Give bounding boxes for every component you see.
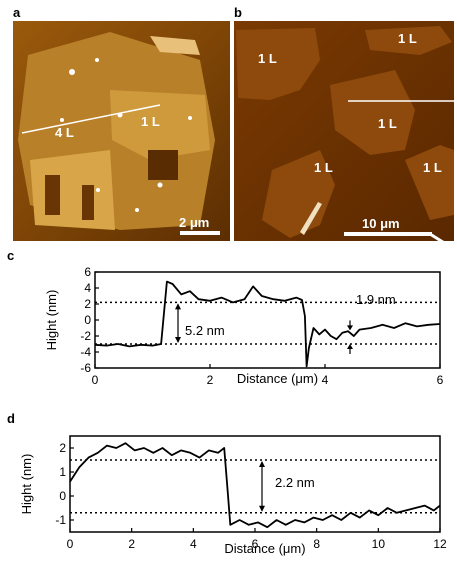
profile-line-a bbox=[21, 104, 161, 134]
x-tick-label: 10 bbox=[372, 537, 386, 551]
bright-fold bbox=[150, 36, 200, 55]
particle bbox=[60, 118, 64, 122]
label-1l: 1 L bbox=[258, 51, 277, 66]
height-annotation: 1.9 nm bbox=[356, 292, 396, 307]
y-tick-label: -1 bbox=[55, 513, 66, 527]
height-annotation: 5.2 nm bbox=[185, 323, 225, 338]
y-axis-label: Hight (nm) bbox=[19, 454, 34, 515]
arrow-head bbox=[347, 325, 353, 331]
panel-b: b 1 L 1 L 1 L 1 L 1 L 10 μm bbox=[234, 5, 454, 246]
y-tick-label: -6 bbox=[80, 361, 91, 375]
flake-1l bbox=[236, 28, 320, 100]
x-tick-label: 4 bbox=[322, 373, 329, 387]
y-tick-label: -4 bbox=[80, 345, 91, 359]
label-1l: 1 L bbox=[423, 160, 442, 175]
flake-1l bbox=[262, 150, 335, 238]
x-tick-label: 0 bbox=[92, 373, 99, 387]
x-tick-label: 2 bbox=[128, 537, 135, 551]
flake-1l bbox=[330, 70, 415, 155]
scale-bar-a bbox=[180, 231, 220, 235]
x-tick-label: 0 bbox=[67, 537, 74, 551]
y-tick-label: -2 bbox=[80, 329, 91, 343]
x-axis-label: Distance (μm) bbox=[237, 371, 318, 386]
scale-label-a: 2 μm bbox=[179, 215, 209, 230]
chart-c: 0 2 4 6 6 4 2 0 -2 -4 -6 Distance (μm) Hight (nm) 5.2… bbox=[44, 265, 444, 387]
panel-letter-b: b bbox=[234, 5, 242, 20]
x-axis-label: Distance (μm) bbox=[224, 541, 305, 556]
scale-label-b: 10 μm bbox=[362, 216, 400, 231]
panel-letter-a: a bbox=[13, 5, 21, 20]
x-tick-label: 12 bbox=[433, 537, 447, 551]
arrow-head bbox=[175, 337, 181, 343]
bright-fold bbox=[300, 202, 322, 235]
label-1l: 1 L bbox=[378, 116, 397, 131]
particle bbox=[135, 208, 139, 212]
particle bbox=[188, 116, 192, 120]
arrow-head bbox=[347, 344, 353, 349]
y-tick-label: 2 bbox=[84, 297, 91, 311]
height-profile-line bbox=[94, 280, 441, 368]
scale-bar-b bbox=[344, 232, 432, 236]
height-profile-line bbox=[69, 442, 441, 529]
label-1l: 1 L bbox=[141, 114, 160, 129]
dark-gap bbox=[82, 185, 94, 220]
panel-letter-c: c bbox=[7, 248, 14, 263]
y-axis-label: Hight (nm) bbox=[44, 290, 59, 351]
arrow-head bbox=[259, 461, 265, 467]
label-1l: 1 L bbox=[398, 31, 417, 46]
y-tick-label: 0 bbox=[84, 313, 91, 327]
particle bbox=[96, 188, 100, 192]
flake-1l-region bbox=[110, 90, 210, 160]
y-tick-label: 2 bbox=[59, 441, 66, 455]
scale-bar-tail bbox=[429, 232, 447, 246]
label-4l: 4 L bbox=[55, 125, 74, 140]
particle bbox=[69, 69, 75, 75]
panel-letter-d: d bbox=[7, 411, 15, 426]
x-tick-label: 4 bbox=[190, 537, 197, 551]
height-annotation: 2.2 nm bbox=[275, 475, 315, 490]
y-tick-label: 4 bbox=[84, 281, 91, 295]
flake-1l bbox=[405, 145, 454, 220]
flake-stripes bbox=[30, 150, 115, 230]
plot-frame bbox=[69, 435, 441, 533]
x-tick-label: 6 bbox=[437, 373, 444, 387]
y-tick-label: 6 bbox=[84, 265, 91, 279]
arrow-head bbox=[259, 505, 265, 512]
plot-frame bbox=[94, 271, 441, 369]
dark-gap bbox=[45, 175, 60, 215]
y-tick-label: 1 bbox=[59, 465, 66, 479]
panel-a: a 4 L 1 L 2 μm bbox=[13, 5, 230, 241]
x-tick-label: 2 bbox=[207, 373, 214, 387]
particle bbox=[157, 182, 163, 188]
y-tick-label: 0 bbox=[59, 489, 66, 503]
label-1l: 1 L bbox=[314, 160, 333, 175]
x-tick-label: 8 bbox=[313, 537, 320, 551]
arrow-head bbox=[175, 303, 181, 310]
x-tick-label: 6 bbox=[252, 537, 259, 551]
flake-1l bbox=[365, 26, 452, 55]
particle bbox=[95, 58, 99, 62]
dark-gap bbox=[148, 150, 178, 180]
